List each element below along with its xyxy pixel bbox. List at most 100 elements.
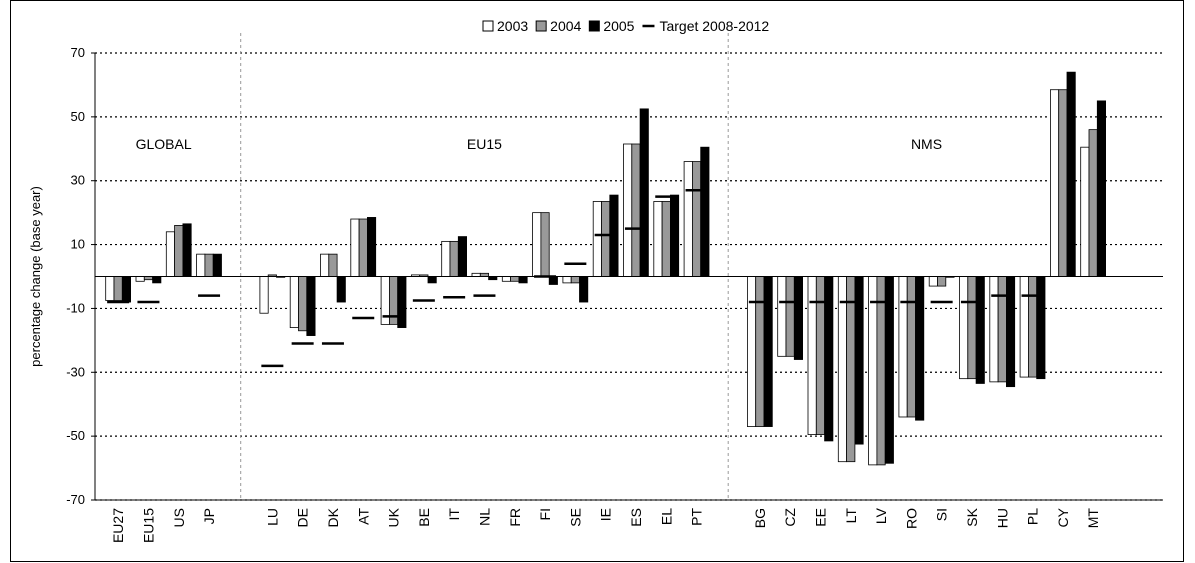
x-tick-label: EE <box>812 508 828 527</box>
bar-2004-SK <box>967 276 977 380</box>
bar-2004-DK <box>328 253 338 277</box>
bar-2004-DE <box>298 276 308 332</box>
bar-2005-EU27 <box>121 276 132 303</box>
x-tick-label: EU27 <box>110 508 126 543</box>
bar-2004-AT <box>358 218 368 277</box>
bar-2003-JP <box>196 253 206 277</box>
legend-entry: 2004 <box>550 18 581 34</box>
bar-2005-DK <box>336 276 346 303</box>
bar-2003-IT <box>441 240 451 277</box>
bar-2003-FR <box>501 276 511 282</box>
legend-swatch-2004 <box>535 20 547 32</box>
bar-2004-CZ <box>785 276 795 357</box>
x-tick-label: NL <box>476 508 492 526</box>
bar-2003-SI <box>928 276 938 287</box>
bar-2004-RO <box>906 276 916 418</box>
bar-2005-BG <box>763 276 773 427</box>
x-tick-label: SE <box>567 508 583 527</box>
bar-2005-PL <box>1036 276 1046 380</box>
bar-2004-BG <box>755 276 765 427</box>
bar-2005-JP <box>212 253 222 277</box>
x-tick-label: UK <box>386 507 402 527</box>
bar-2003-CZ <box>777 276 787 357</box>
y-tick-label: -50 <box>66 428 85 443</box>
bar-2004-PL <box>1028 276 1038 378</box>
x-tick-label: RO <box>903 508 919 529</box>
bar-2005-PT <box>700 146 710 277</box>
legend-entry: 2003 <box>497 18 528 34</box>
y-tick-label: -10 <box>66 300 85 315</box>
x-tick-label: FI <box>537 508 553 520</box>
bar-2005-ES <box>639 108 649 277</box>
bar-2004-EL <box>661 201 671 277</box>
legend-swatch-2003 <box>482 20 494 32</box>
group-label: GLOBAL <box>136 136 192 152</box>
bar-2003-DK <box>320 253 330 277</box>
bar-2003-ES <box>623 143 633 277</box>
x-tick-label: ES <box>628 508 644 527</box>
y-tick-label: 50 <box>71 109 85 124</box>
x-tick-label: SI <box>934 508 950 521</box>
x-tick-label: FR <box>507 508 523 527</box>
bar-2005-HU <box>1006 276 1016 388</box>
x-tick-label: IE <box>598 508 614 521</box>
x-tick-label: EL <box>658 508 674 525</box>
x-tick-label: BE <box>416 508 432 527</box>
y-tick-label: -70 <box>66 492 85 507</box>
x-tick-label: DE <box>295 508 311 527</box>
bar-2003-MT <box>1080 146 1090 277</box>
bar-2005-CY <box>1066 71 1076 277</box>
legend-entry: 2005 <box>603 18 634 34</box>
bar-2004-IE <box>601 201 611 277</box>
bar-2003-BG <box>747 276 757 427</box>
bar-2003-FI <box>532 212 542 277</box>
bar-2005-MT <box>1096 100 1107 277</box>
bar-2003-AT <box>350 218 360 277</box>
bar-2004-EE <box>815 276 825 435</box>
x-tick-label: LU <box>264 508 280 526</box>
bar-2003-SE <box>562 276 572 284</box>
bar-2005-FR <box>518 276 528 284</box>
x-tick-label: AT <box>355 508 371 525</box>
bar-2003-EE <box>807 276 817 435</box>
group-label: NMS <box>911 136 942 152</box>
x-tick-label: LT <box>843 508 859 524</box>
x-tick-label: CZ <box>782 508 798 527</box>
bar-2005-US <box>182 223 192 277</box>
bar-2003-SK <box>959 276 969 380</box>
bar-2005-EL <box>670 194 680 277</box>
bar-2004-ES <box>631 143 641 277</box>
x-tick-label: MT <box>1085 508 1101 529</box>
bar-2004-SE <box>570 276 580 284</box>
bar-2004-US <box>174 225 184 277</box>
bar-2004-SI <box>937 276 947 287</box>
y-axis-title: percentage change (base year) <box>28 186 43 367</box>
legend-swatch-2005 <box>588 20 600 32</box>
bar-2004-EU27 <box>113 276 123 301</box>
x-tick-label: IT <box>446 508 462 521</box>
legend-entry: Target 2008-2012 <box>659 18 769 34</box>
bar-2003-IE <box>592 201 602 277</box>
x-tick-label: EU15 <box>140 508 156 543</box>
x-tick-label: PT <box>689 508 705 526</box>
bar-2004-IT <box>449 240 459 277</box>
y-tick-label: 70 <box>71 45 85 60</box>
bar-2005-DE <box>306 276 316 336</box>
x-tick-label: SK <box>964 507 980 526</box>
y-tick-label: 30 <box>71 173 85 188</box>
bar-2005-CZ <box>793 276 803 360</box>
bar-2004-LT <box>846 276 856 463</box>
bar-2004-MT <box>1088 129 1098 277</box>
x-tick-label: US <box>171 508 187 527</box>
bar-2003-PL <box>1019 276 1029 378</box>
bar-2004-JP <box>204 253 214 277</box>
x-tick-label: DK <box>325 507 341 527</box>
bar-2004-FR <box>510 276 520 282</box>
bar-2005-SE <box>579 276 589 303</box>
bar-2005-IT <box>457 236 467 277</box>
bar-2003-LV <box>868 276 878 466</box>
x-tick-label: HU <box>994 508 1010 528</box>
bar-2005-LV <box>884 276 894 464</box>
bar-2003-EU15 <box>135 276 145 282</box>
